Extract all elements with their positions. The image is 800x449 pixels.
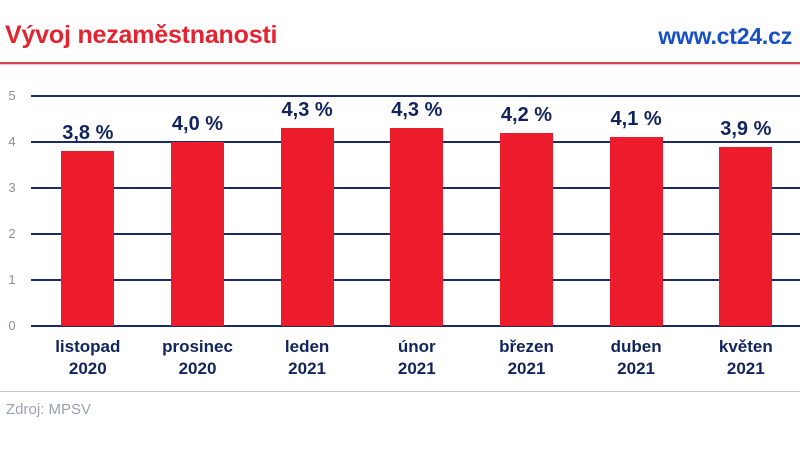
bar-leden xyxy=(280,128,334,326)
y-tick-label: 2 xyxy=(8,226,16,241)
bar-květen xyxy=(719,147,773,326)
x-axis-label-únor: únor 2021 xyxy=(397,337,436,378)
y-tick-label: 1 xyxy=(8,272,16,287)
x-axis-label-duben: duben 2021 xyxy=(610,337,662,378)
bar-duben xyxy=(609,137,663,326)
header-divider xyxy=(0,62,800,64)
bar-value-label: 3,8 % xyxy=(62,122,114,144)
x-axis-label-listopad: listopad 2020 xyxy=(55,337,121,378)
y-tick-label: 5 xyxy=(8,88,16,103)
bar-value-label: 4,3 % xyxy=(281,99,333,121)
site-link[interactable]: www.ct24.cz xyxy=(658,23,792,49)
x-axis-label-květen: květen 2021 xyxy=(718,337,773,378)
bar-value-label: 4,2 % xyxy=(500,104,553,126)
x-axis-label-prosinec: prosinec 2020 xyxy=(162,337,233,378)
bar-prosinec xyxy=(171,142,224,326)
y-tick-label: 3 xyxy=(8,180,16,195)
x-axis-label-březen: březen 2021 xyxy=(499,337,554,378)
gridline-y5 xyxy=(31,95,800,97)
bar-value-label: 3,9 % xyxy=(720,118,772,140)
bar-listopad xyxy=(61,151,115,326)
bar-value-label: 4,0 % xyxy=(171,113,224,135)
bar-březen xyxy=(500,133,553,326)
footer-divider xyxy=(0,391,800,392)
gridline-y0 xyxy=(31,325,800,327)
bar-únor xyxy=(390,128,444,326)
y-tick-label: 0 xyxy=(8,318,16,333)
page-title: Vývoj nezaměstnanosti xyxy=(5,21,278,49)
y-tick-label: 4 xyxy=(8,134,16,149)
bar-value-label: 4,1 % xyxy=(610,108,662,130)
bar-value-label: 4,3 % xyxy=(391,99,443,121)
x-axis-label-leden: leden 2021 xyxy=(284,337,330,378)
source-label: Zdroj: MPSV xyxy=(6,401,92,418)
